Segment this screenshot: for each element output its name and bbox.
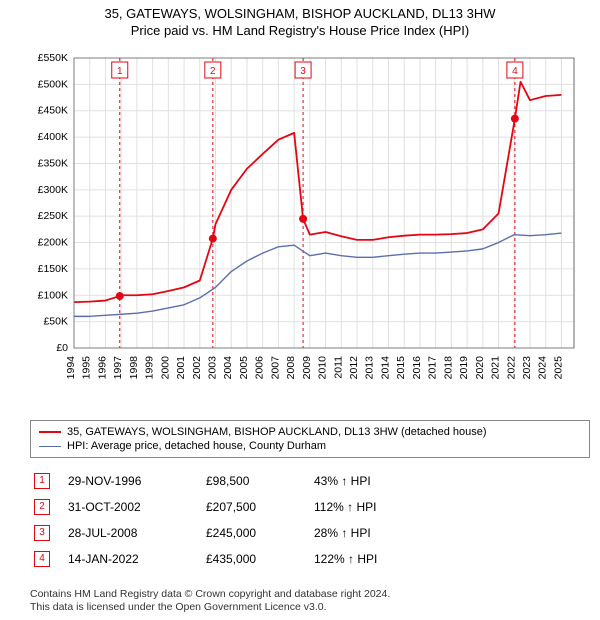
svg-text:2009: 2009 bbox=[301, 356, 313, 380]
svg-text:2017: 2017 bbox=[427, 356, 439, 380]
transaction-marker: 3 bbox=[34, 525, 50, 541]
legend: 35, GATEWAYS, WOLSINGHAM, BISHOP AUCKLAN… bbox=[30, 420, 590, 458]
transaction-price: £98,500 bbox=[206, 474, 296, 488]
svg-text:2000: 2000 bbox=[159, 356, 171, 380]
svg-text:2024: 2024 bbox=[537, 356, 549, 380]
svg-text:2025: 2025 bbox=[552, 356, 564, 380]
svg-text:1: 1 bbox=[117, 66, 123, 77]
svg-text:1994: 1994 bbox=[65, 356, 77, 380]
svg-text:1995: 1995 bbox=[81, 356, 93, 380]
transaction-date: 28-JUL-2008 bbox=[68, 526, 188, 540]
title-subtitle: Price paid vs. HM Land Registry's House … bbox=[0, 23, 600, 40]
table-row: 4 14-JAN-2022 £435,000 122% ↑ HPI bbox=[30, 546, 590, 572]
svg-text:2008: 2008 bbox=[285, 356, 297, 380]
legend-label: HPI: Average price, detached house, Coun… bbox=[67, 440, 326, 452]
svg-text:2022: 2022 bbox=[505, 356, 517, 380]
chart-container: { "title_line1": "35, GATEWAYS, WOLSINGH… bbox=[0, 0, 600, 620]
line-chart: £0 £50K £100K £150K £200K £250K £300K £350K £400… bbox=[30, 48, 590, 408]
transaction-pct: 43% ↑ HPI bbox=[314, 474, 586, 488]
transaction-marker: 2 bbox=[34, 499, 50, 515]
svg-text:£0: £0 bbox=[56, 342, 68, 354]
legend-item: HPI: Average price, detached house, Coun… bbox=[39, 439, 581, 453]
svg-text:2014: 2014 bbox=[379, 356, 391, 380]
legend-swatch bbox=[39, 431, 61, 433]
svg-text:2011: 2011 bbox=[332, 356, 344, 379]
svg-text:2023: 2023 bbox=[521, 356, 533, 380]
svg-text:£50K: £50K bbox=[43, 316, 68, 328]
transaction-pct: 112% ↑ HPI bbox=[314, 500, 586, 514]
svg-text:£400K: £400K bbox=[38, 131, 68, 143]
chart-svg: £0 £50K £100K £150K £200K £250K £300K £350K £400… bbox=[30, 48, 590, 408]
svg-text:2012: 2012 bbox=[348, 356, 360, 380]
transactions-table: 1 29-NOV-1996 £98,500 43% ↑ HPI 2 31-OCT… bbox=[30, 468, 590, 572]
svg-text:£550K: £550K bbox=[38, 52, 68, 64]
svg-text:2004: 2004 bbox=[222, 356, 234, 380]
transaction-marker: 1 bbox=[34, 473, 50, 489]
svg-text:1997: 1997 bbox=[112, 356, 124, 380]
transaction-marker: 4 bbox=[34, 551, 50, 567]
svg-text:£450K: £450K bbox=[38, 105, 68, 117]
table-row: 2 31-OCT-2002 £207,500 112% ↑ HPI bbox=[30, 494, 590, 520]
svg-text:2002: 2002 bbox=[191, 356, 203, 380]
svg-text:2020: 2020 bbox=[474, 356, 486, 380]
transaction-price: £207,500 bbox=[206, 500, 296, 514]
svg-text:2013: 2013 bbox=[364, 356, 376, 380]
table-row: 3 28-JUL-2008 £245,000 28% ↑ HPI bbox=[30, 520, 590, 546]
svg-text:2016: 2016 bbox=[411, 356, 423, 380]
svg-text:2010: 2010 bbox=[317, 356, 329, 380]
transaction-pct: 122% ↑ HPI bbox=[314, 552, 586, 566]
table-row: 1 29-NOV-1996 £98,500 43% ↑ HPI bbox=[30, 468, 590, 494]
transaction-date: 14-JAN-2022 bbox=[68, 552, 188, 566]
svg-text:3: 3 bbox=[300, 66, 306, 77]
footer-line: Contains HM Land Registry data © Crown c… bbox=[30, 588, 590, 601]
svg-text:1999: 1999 bbox=[144, 356, 156, 380]
svg-text:2: 2 bbox=[210, 66, 216, 77]
attribution-footer: Contains HM Land Registry data © Crown c… bbox=[30, 588, 590, 614]
chart-titles: 35, GATEWAYS, WOLSINGHAM, BISHOP AUCKLAN… bbox=[0, 0, 600, 40]
svg-text:2001: 2001 bbox=[175, 356, 187, 380]
svg-text:2007: 2007 bbox=[269, 356, 281, 380]
legend-item: 35, GATEWAYS, WOLSINGHAM, BISHOP AUCKLAN… bbox=[39, 425, 581, 439]
legend-swatch bbox=[39, 446, 61, 447]
svg-text:£100K: £100K bbox=[38, 289, 68, 301]
legend-label: 35, GATEWAYS, WOLSINGHAM, BISHOP AUCKLAN… bbox=[67, 426, 487, 438]
svg-text:2021: 2021 bbox=[490, 356, 502, 380]
svg-text:2015: 2015 bbox=[395, 356, 407, 380]
svg-text:2003: 2003 bbox=[207, 356, 219, 380]
footer-line: This data is licensed under the Open Gov… bbox=[30, 601, 590, 614]
svg-text:£250K: £250K bbox=[38, 210, 68, 222]
transaction-price: £245,000 bbox=[206, 526, 296, 540]
svg-text:£350K: £350K bbox=[38, 157, 68, 169]
transaction-price: £435,000 bbox=[206, 552, 296, 566]
svg-text:£150K: £150K bbox=[38, 263, 68, 275]
svg-text:2005: 2005 bbox=[238, 356, 250, 380]
svg-text:£300K: £300K bbox=[38, 184, 68, 196]
svg-text:1996: 1996 bbox=[96, 356, 108, 380]
title-address: 35, GATEWAYS, WOLSINGHAM, BISHOP AUCKLAN… bbox=[0, 6, 600, 23]
svg-text:1998: 1998 bbox=[128, 356, 140, 380]
svg-text:4: 4 bbox=[512, 66, 518, 77]
svg-text:2018: 2018 bbox=[442, 356, 454, 380]
transaction-pct: 28% ↑ HPI bbox=[314, 526, 586, 540]
transaction-date: 29-NOV-1996 bbox=[68, 474, 188, 488]
svg-text:2006: 2006 bbox=[254, 356, 266, 380]
transaction-date: 31-OCT-2002 bbox=[68, 500, 188, 514]
svg-text:2019: 2019 bbox=[458, 356, 470, 380]
svg-text:£500K: £500K bbox=[38, 78, 68, 90]
svg-text:£200K: £200K bbox=[38, 237, 68, 249]
